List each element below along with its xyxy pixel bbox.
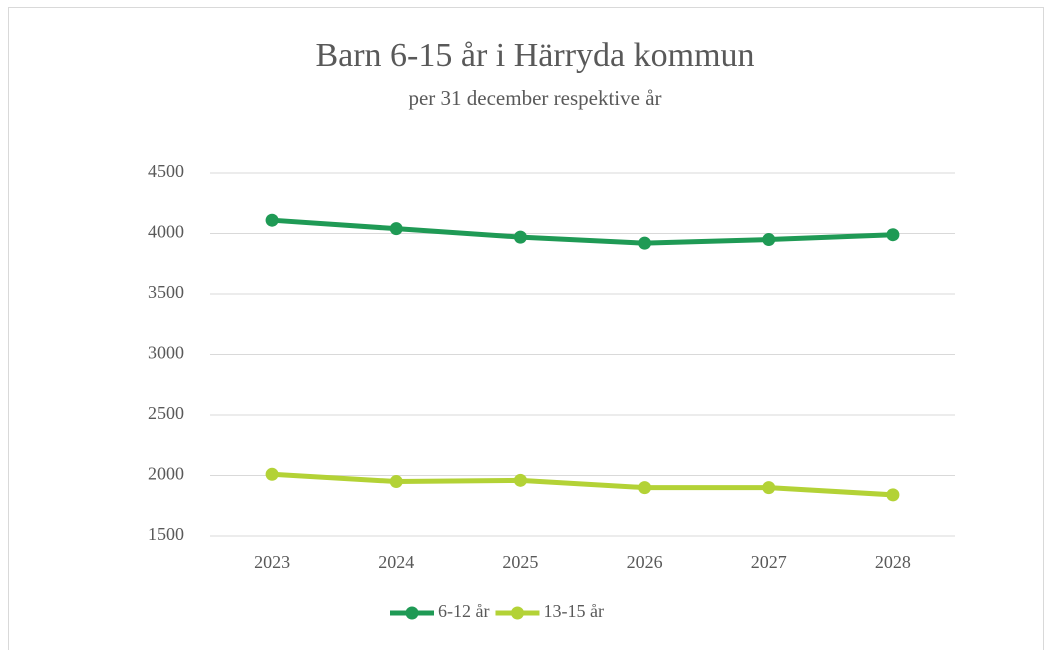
series-line [271, 217, 894, 246]
data-point [265, 213, 279, 227]
data-point [886, 488, 900, 502]
y-tick-label: 1500 [148, 524, 184, 544]
y-tick-label: 2500 [148, 403, 184, 423]
series-line [271, 471, 894, 498]
data-point [513, 230, 527, 244]
y-tick-label: 2000 [148, 464, 184, 484]
x-tick-label: 2026 [627, 552, 663, 572]
data-point [638, 236, 652, 250]
x-tick-label: 2024 [378, 552, 414, 572]
legend-label: 6-12 år [438, 601, 489, 621]
chart-title: Barn 6-15 år i Härryda kommun [315, 37, 754, 74]
y-tick-label: 3500 [148, 282, 184, 302]
data-point [389, 222, 403, 236]
x-tick-label: 2027 [751, 552, 787, 572]
data-point [265, 467, 279, 481]
data-point [886, 228, 900, 242]
y-tick-label: 4000 [148, 222, 184, 242]
legend-marker [510, 606, 524, 620]
x-tick-label: 2025 [502, 552, 538, 572]
data-point [389, 475, 403, 489]
data-point [513, 473, 527, 487]
y-tick-label: 3000 [148, 343, 184, 363]
chart-subtitle: per 31 december respektive år [408, 86, 661, 110]
legend-marker [405, 606, 419, 620]
legend-label: 13-15 år [543, 601, 603, 621]
x-tick-label: 2028 [875, 552, 911, 572]
data-point [638, 481, 652, 495]
x-tick-label: 2023 [254, 552, 290, 572]
y-tick-label: 4500 [148, 161, 184, 181]
chart-border [8, 7, 1044, 655]
data-point [762, 481, 776, 495]
data-point [762, 233, 776, 247]
